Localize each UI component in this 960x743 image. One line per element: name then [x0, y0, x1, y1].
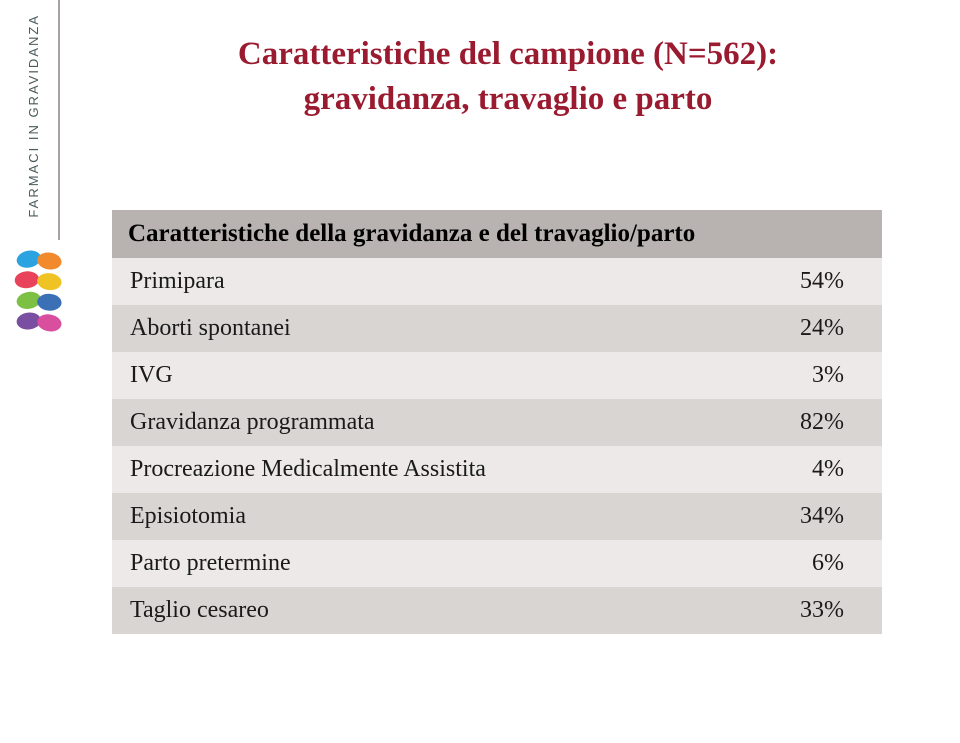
row-label: Aborti spontanei: [112, 305, 742, 352]
table-row: IVG3%: [112, 352, 882, 399]
slide-title: Caratteristiche del campione (N=562): gr…: [98, 32, 918, 121]
table-row: Procreazione Medicalmente Assistita4%: [112, 446, 882, 493]
table-row: Episiotomia34%: [112, 493, 882, 540]
row-label: Parto pretermine: [112, 540, 742, 587]
sidebar-vertical-text: FARMACI IN GRAVIDANZA: [26, 14, 41, 218]
row-value: 4%: [742, 446, 882, 493]
table-row: Aborti spontanei24%: [112, 305, 882, 352]
row-value: 82%: [742, 399, 882, 446]
row-label: Taglio cesareo: [112, 587, 742, 634]
row-label: Gravidanza programmata: [112, 399, 742, 446]
row-value: 3%: [742, 352, 882, 399]
title-line-2: gravidanza, travaglio e parto: [98, 77, 918, 122]
row-label: Procreazione Medicalmente Assistita: [112, 446, 742, 493]
row-value: 6%: [742, 540, 882, 587]
sidebar-logo: FARMACI IN GRAVIDANZA: [0, 0, 78, 400]
row-value: 34%: [742, 493, 882, 540]
row-value: 24%: [742, 305, 882, 352]
table-header-row: Caratteristiche della gravidanza e del t…: [112, 210, 882, 258]
table-row: Parto pretermine6%: [112, 540, 882, 587]
table-row: Taglio cesareo33%: [112, 587, 882, 634]
characteristics-table: Caratteristiche della gravidanza e del t…: [112, 210, 882, 634]
row-label: Primipara: [112, 258, 742, 305]
row-value: 33%: [742, 587, 882, 634]
table-header-cell: Caratteristiche della gravidanza e del t…: [112, 210, 882, 258]
row-label: IVG: [112, 352, 742, 399]
sidebar-rule: [58, 0, 60, 240]
row-value: 54%: [742, 258, 882, 305]
title-line-1: Caratteristiche del campione (N=562):: [98, 32, 918, 77]
table-row: Primipara54%: [112, 258, 882, 305]
pills-logo-icon: [10, 246, 70, 336]
table-row: Gravidanza programmata82%: [112, 399, 882, 446]
row-label: Episiotomia: [112, 493, 742, 540]
